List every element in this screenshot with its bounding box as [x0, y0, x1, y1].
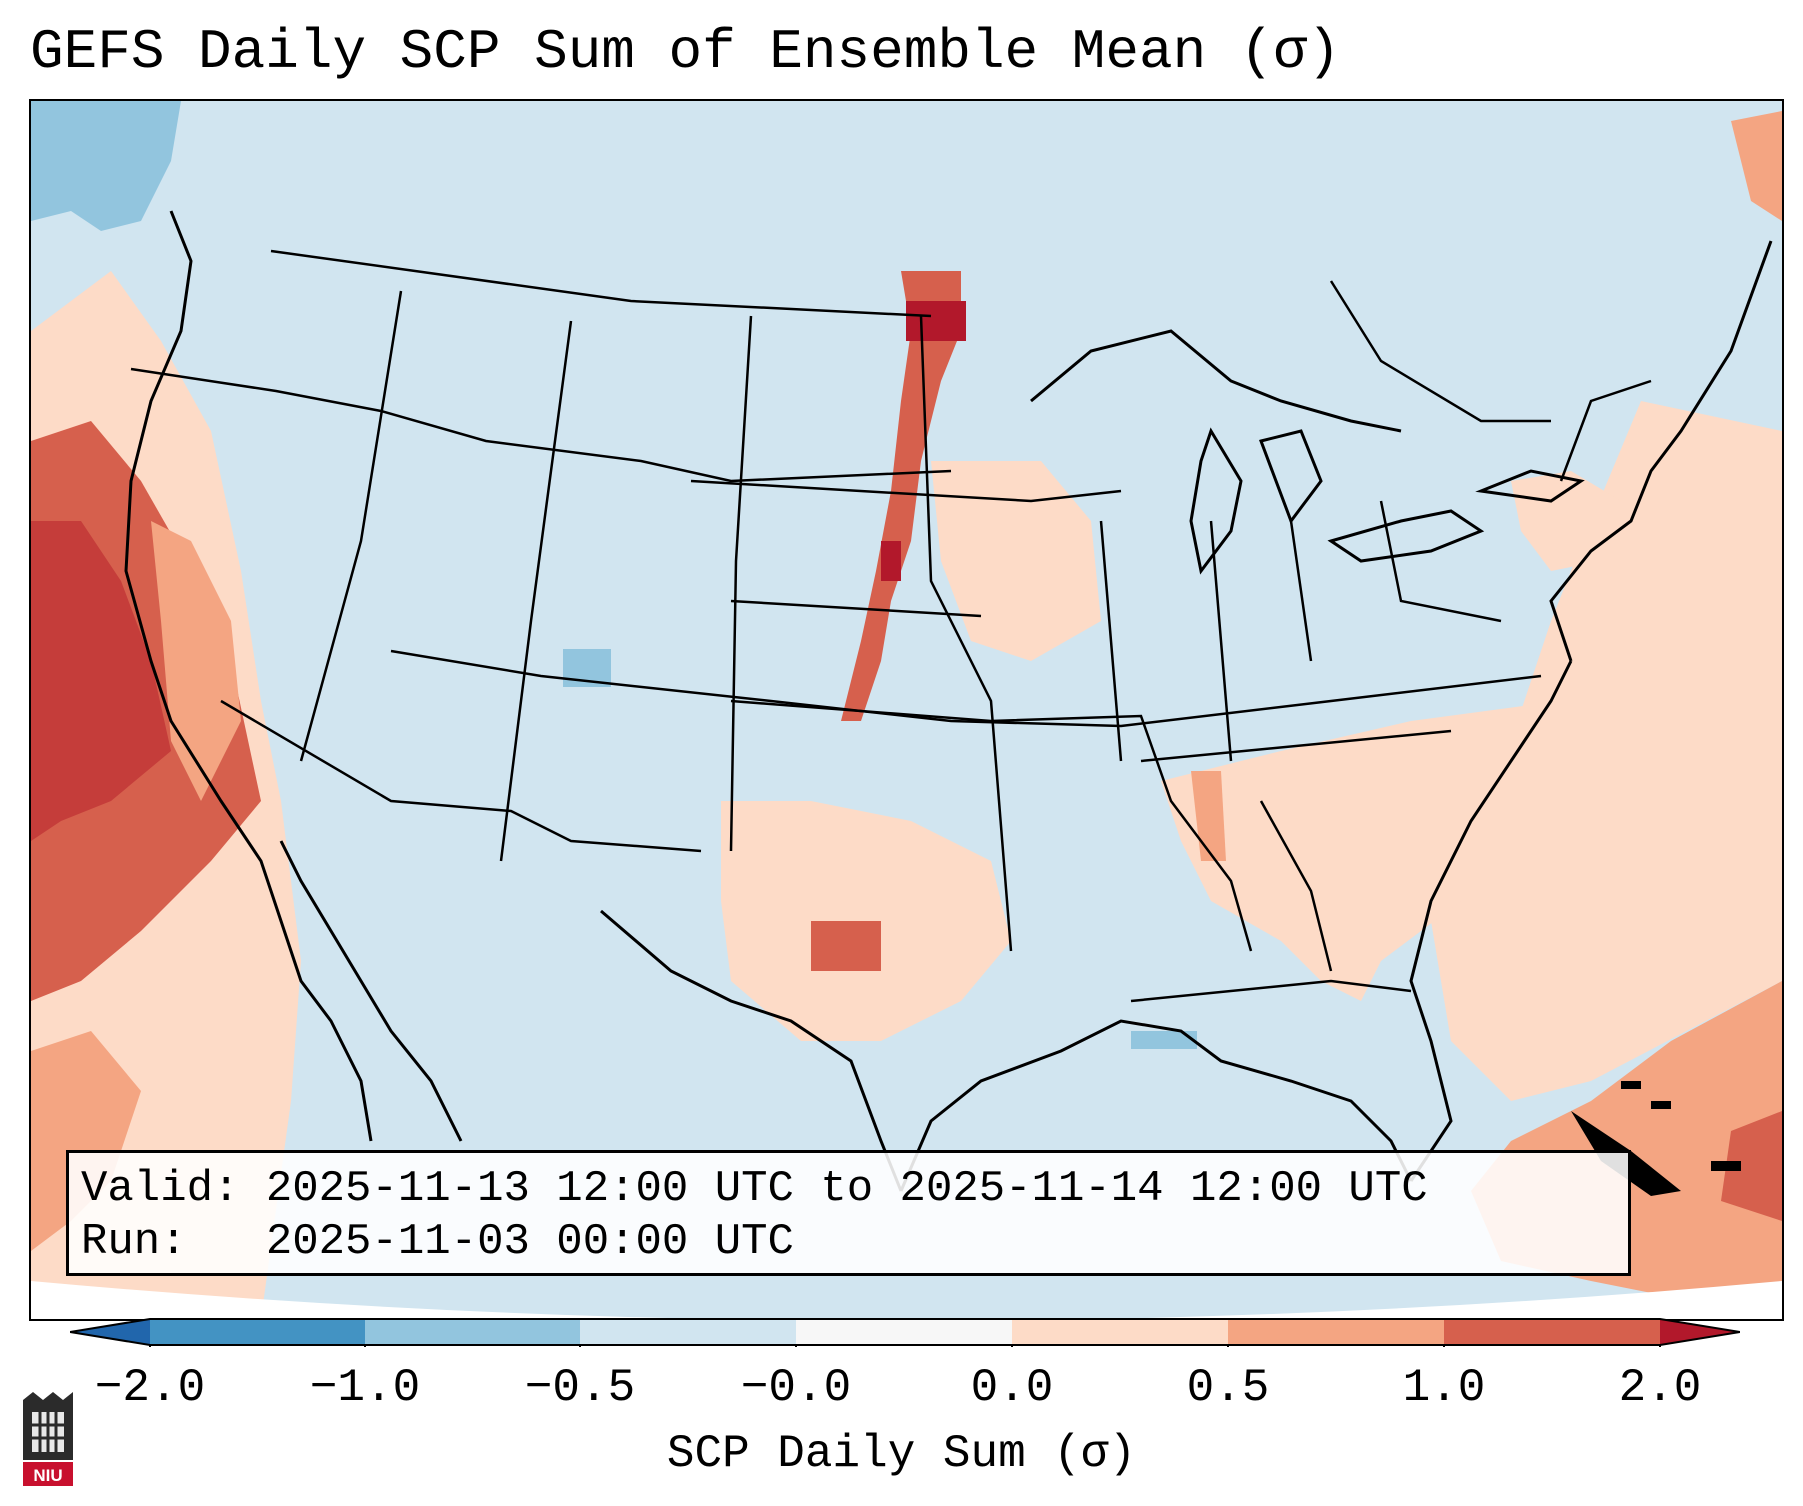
map-panel[interactable]	[29, 99, 1784, 1321]
valid-value: 2025-11-13 12:00 UTC to 2025-11-14 12:00…	[265, 1164, 1428, 1214]
valid-run-info-box: Valid: 2025-11-13 12:00 UTC to 2025-11-1…	[66, 1150, 1631, 1276]
colorbar-low-extend	[70, 1319, 150, 1345]
pacific-moderate-region	[151, 521, 241, 801]
colorbar-seg-5	[1012, 1319, 1228, 1345]
colorbar-tick-label: 1.0	[1402, 1362, 1486, 1414]
nebraska-core-region	[881, 541, 901, 581]
run-label: Run:	[81, 1217, 187, 1267]
colorbar-tick-label: 2.0	[1618, 1362, 1702, 1414]
caribbean-strong-region	[1721, 1111, 1782, 1221]
colorbar	[70, 1317, 1740, 1347]
colorbar-tick-label: −0.0	[740, 1362, 852, 1414]
colorbar-seg-2	[365, 1319, 580, 1345]
great-lakes-layer	[1030, 329, 1585, 575]
colorbar-seg-3	[580, 1319, 796, 1345]
texas-strong-region	[811, 921, 881, 971]
colorbar-tick-label: −2.0	[94, 1362, 206, 1414]
colorbar-seg-1	[150, 1319, 365, 1345]
colorbar-tick-label: 0.5	[1186, 1362, 1270, 1414]
map-domain-edge	[31, 1281, 1782, 1319]
colorbar-high-extend	[1660, 1319, 1740, 1345]
colorbar-seg-4	[796, 1319, 1012, 1345]
pacific-south-region	[31, 1031, 141, 1251]
colorbar-graphic	[70, 1318, 1740, 1347]
pacific-core-region	[31, 521, 171, 841]
valid-label: Valid:	[81, 1164, 240, 1214]
gulf-negative-patch	[1131, 1031, 1197, 1049]
northwest-negative-region	[31, 101, 181, 231]
midwest-positive-region	[931, 461, 1101, 661]
colorbar-seg-6	[1228, 1319, 1444, 1345]
colorbar-label: SCP Daily Sum (σ)	[666, 1428, 1137, 1480]
colorbar-seg-7	[1444, 1319, 1660, 1345]
map-canvas	[31, 101, 1782, 1319]
logo-text: NIU	[33, 1466, 62, 1485]
colorbar-tick-label: −1.0	[309, 1362, 421, 1414]
run-value: 2025-11-03 00:00 UTC	[265, 1217, 794, 1267]
maritime-positive-region	[1731, 111, 1782, 221]
colorbar-tick-label: −0.5	[524, 1362, 636, 1414]
coastline-layer	[124, 210, 1773, 1192]
niu-logo-graphic: NIU	[23, 1392, 73, 1486]
southeast-positive-region	[1161, 701, 1561, 1001]
atlantic-positive-region	[1431, 401, 1782, 1101]
state-borders-layer	[130, 249, 1652, 1003]
northeast-positive-region	[1511, 471, 1621, 571]
colorbar-tick-label: 0.0	[970, 1362, 1054, 1414]
dakota-core-region	[906, 301, 966, 341]
chart-title: GEFS Daily SCP Sum of Ensemble Mean (σ)	[30, 20, 1341, 84]
university-shield-icon: NIU	[18, 1390, 78, 1490]
